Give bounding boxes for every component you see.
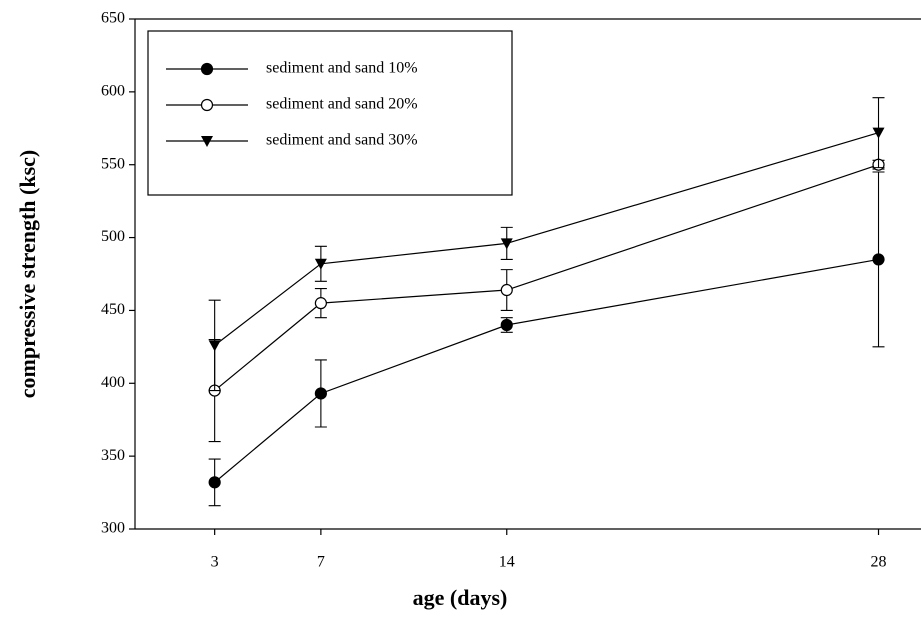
- marker: [209, 477, 220, 488]
- legend-label: sediment and sand 30%: [266, 132, 418, 149]
- y-tick-label: 300: [101, 520, 125, 537]
- y-tick-label: 450: [101, 301, 125, 318]
- x-tick-label: 3: [211, 554, 219, 571]
- marker: [209, 340, 221, 351]
- marker: [315, 298, 326, 309]
- legend-label: sediment and sand 20%: [266, 96, 418, 113]
- x-tick-label: 28: [871, 554, 887, 571]
- marker: [202, 100, 213, 111]
- y-tick-label: 350: [101, 447, 125, 464]
- x-axis-label: age (days): [413, 585, 508, 610]
- y-tick-label: 500: [101, 228, 125, 245]
- marker: [873, 254, 884, 265]
- legend-box: [148, 31, 512, 195]
- marker: [315, 388, 326, 399]
- marker: [501, 285, 512, 296]
- marker: [873, 128, 885, 139]
- series-line: [215, 259, 879, 482]
- x-tick-label: 7: [317, 554, 325, 571]
- marker: [315, 259, 327, 270]
- y-tick-label: 400: [101, 374, 125, 391]
- y-axis-label: compressive strength (ksc): [15, 150, 40, 399]
- marker: [202, 64, 213, 75]
- y-tick-label: 600: [101, 83, 125, 100]
- x-tick-label: 14: [499, 554, 515, 571]
- chart: age (days) compressive strength (ksc) 30…: [0, 0, 921, 620]
- y-tick-label: 550: [101, 155, 125, 172]
- marker: [501, 320, 512, 331]
- y-tick-label: 650: [101, 10, 125, 27]
- legend-label: sediment and sand 10%: [266, 60, 418, 77]
- series-line: [215, 165, 879, 391]
